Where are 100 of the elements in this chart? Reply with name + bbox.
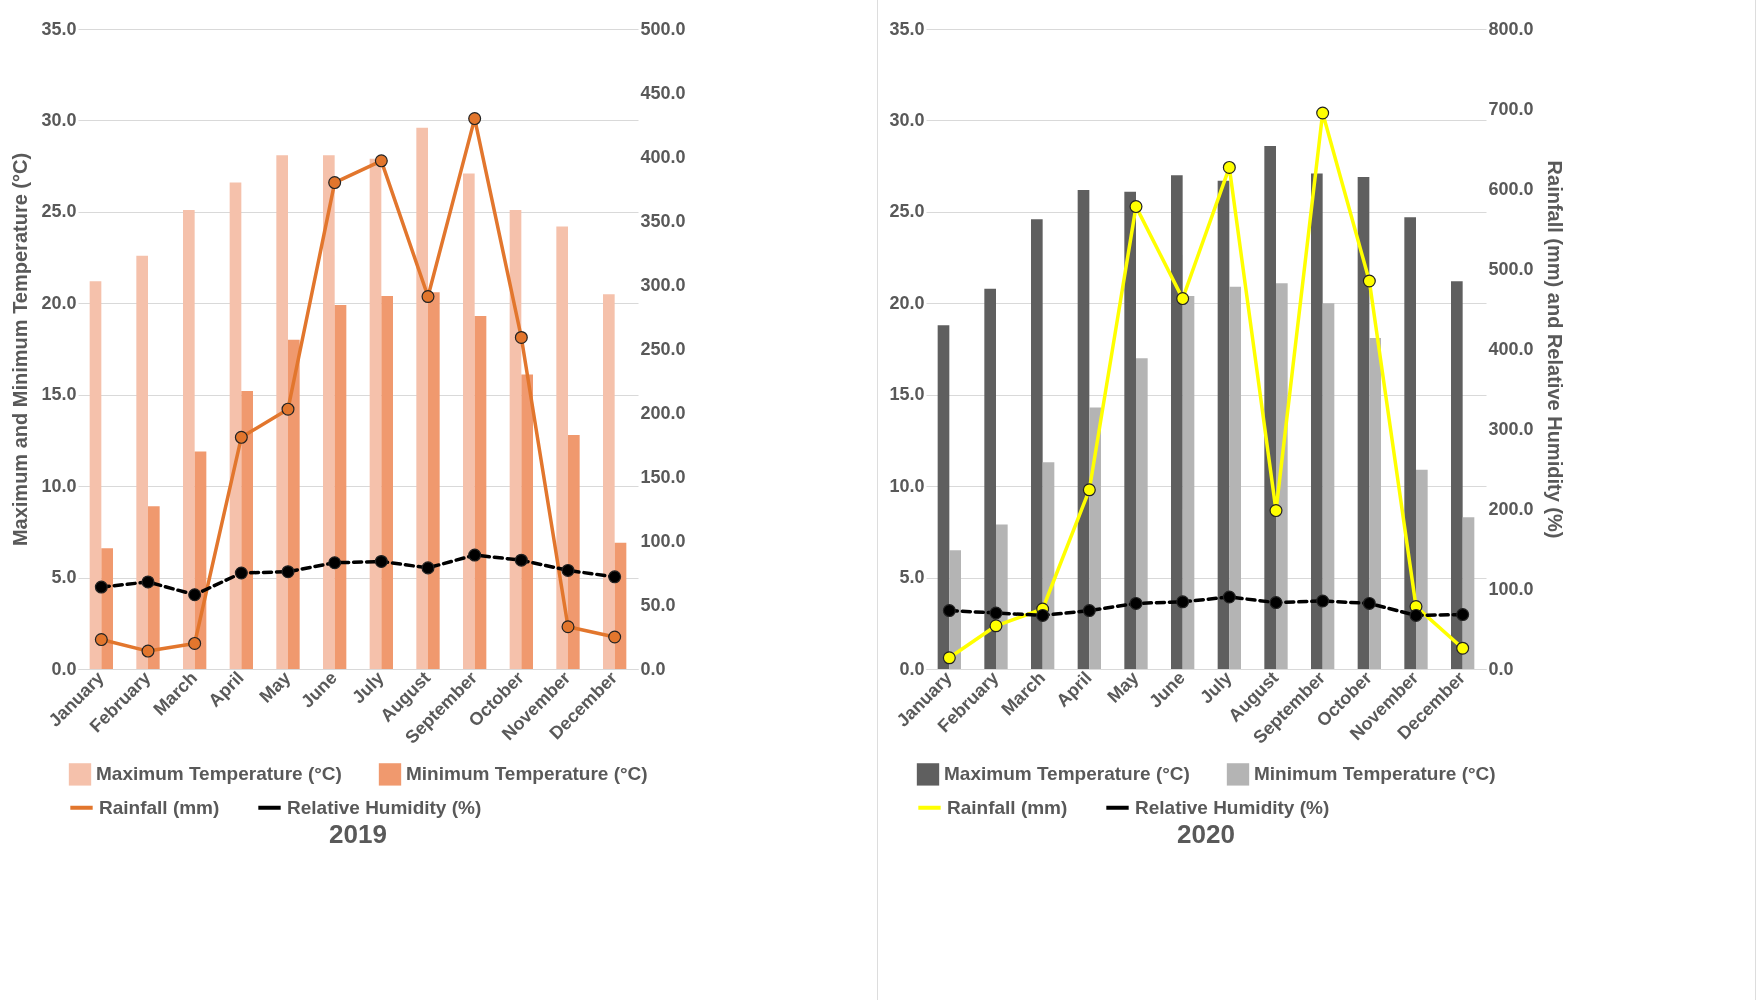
bar	[89, 281, 102, 669]
point	[1129, 200, 1143, 214]
bar	[1416, 469, 1428, 669]
legend-label: Rainfall (mm)	[947, 796, 1068, 818]
point	[608, 630, 622, 644]
point	[234, 430, 248, 444]
point	[328, 556, 342, 570]
bar	[1229, 286, 1241, 669]
point	[374, 154, 388, 168]
point	[234, 566, 248, 580]
bar	[148, 506, 160, 669]
point	[328, 176, 342, 190]
legend-label: Relative Humidity (%)	[1135, 796, 1330, 818]
bar	[603, 294, 615, 669]
point	[141, 575, 155, 589]
y2-tick-label: 500.0	[1488, 258, 1534, 279]
legend-label: Minimum Temperature (°C)	[406, 763, 648, 785]
y2-tick-label: 450.0	[640, 82, 686, 103]
point	[942, 651, 956, 665]
point	[188, 636, 202, 650]
y2-tick-label: 800.0	[1488, 18, 1534, 39]
legend-label: Rainfall (mm)	[99, 796, 220, 818]
y2-tick-label: 200.0	[640, 402, 686, 423]
point	[989, 606, 1003, 620]
y2-tick-label: 300.0	[1488, 418, 1534, 439]
bar	[1369, 338, 1381, 669]
bar	[1171, 175, 1183, 669]
bar	[1451, 281, 1463, 669]
y-tick-label: 30.0	[889, 109, 925, 130]
legend-label: Maximum Temperature (°C)	[96, 763, 342, 785]
point	[1409, 608, 1423, 622]
y-tick-label: 35.0	[889, 18, 925, 39]
point	[281, 402, 295, 416]
point	[1222, 590, 1236, 604]
bar	[1322, 303, 1335, 669]
y2-tick-label: 150.0	[640, 466, 686, 487]
point	[94, 580, 108, 594]
y2-tick-label: 50.0	[640, 594, 676, 615]
y-tick-label: 20.0	[41, 292, 77, 313]
legend-label: Minimum Temperature (°C)	[1254, 763, 1496, 785]
bar	[556, 226, 568, 669]
y-tick-label: 15.0	[41, 384, 77, 405]
bar	[521, 374, 533, 669]
bar	[288, 339, 300, 669]
y2-tick-label: 400.0	[640, 146, 686, 167]
bar	[984, 288, 996, 669]
bar	[428, 292, 440, 669]
point	[468, 548, 482, 562]
point	[1082, 483, 1096, 497]
bar	[369, 158, 382, 669]
point	[1036, 608, 1050, 622]
y-tick-label: 20.0	[889, 292, 925, 313]
bar	[1311, 173, 1323, 669]
y2-axis-title: Rainfall (mm) and Relative Humidity (%)	[1543, 160, 1566, 539]
legend-label: Maximum Temperature (°C)	[944, 763, 1190, 785]
y2-tick-label: 300.0	[640, 274, 686, 295]
point	[1362, 274, 1376, 288]
point	[141, 644, 155, 658]
y2-tick-label: 0.0	[640, 658, 666, 679]
bar	[323, 155, 335, 669]
y2-tick-label: 400.0	[1488, 338, 1534, 359]
bar	[136, 255, 148, 669]
bar	[334, 305, 347, 669]
point	[1456, 641, 1470, 655]
point	[561, 563, 575, 577]
y-tick-label: 5.0	[899, 567, 925, 588]
bar	[1217, 180, 1230, 669]
point	[608, 570, 622, 584]
point	[1129, 596, 1143, 610]
point	[421, 561, 435, 575]
bar	[463, 173, 475, 669]
text: 2019	[329, 819, 387, 849]
bar	[1136, 358, 1148, 669]
point	[188, 588, 202, 602]
y-tick-label: 25.0	[41, 201, 77, 222]
point	[561, 620, 575, 634]
bar	[1264, 146, 1276, 669]
y2-tick-label: 200.0	[1488, 498, 1534, 519]
y2-tick-label: 100.0	[1488, 578, 1534, 599]
y-tick-label: 25.0	[889, 201, 925, 222]
point	[1176, 292, 1190, 306]
bar	[241, 391, 253, 669]
point	[374, 554, 388, 568]
bar	[1357, 177, 1370, 669]
point	[942, 604, 956, 618]
point	[514, 330, 528, 344]
point	[1222, 160, 1236, 174]
y2-tick-label: 700.0	[1488, 98, 1534, 119]
y-tick-label: 35.0	[41, 18, 77, 39]
bar	[1031, 219, 1043, 669]
point	[421, 290, 435, 304]
y-tick-label: 10.0	[889, 475, 925, 496]
bar	[1077, 189, 1090, 669]
text: 2020	[1177, 819, 1235, 849]
bar	[1124, 191, 1136, 669]
point	[1456, 608, 1470, 622]
point	[1176, 595, 1190, 609]
bar	[416, 127, 428, 669]
bar	[1182, 295, 1195, 669]
y-axis-title: Maximum and Minimum Temperature (°C)	[9, 152, 32, 547]
